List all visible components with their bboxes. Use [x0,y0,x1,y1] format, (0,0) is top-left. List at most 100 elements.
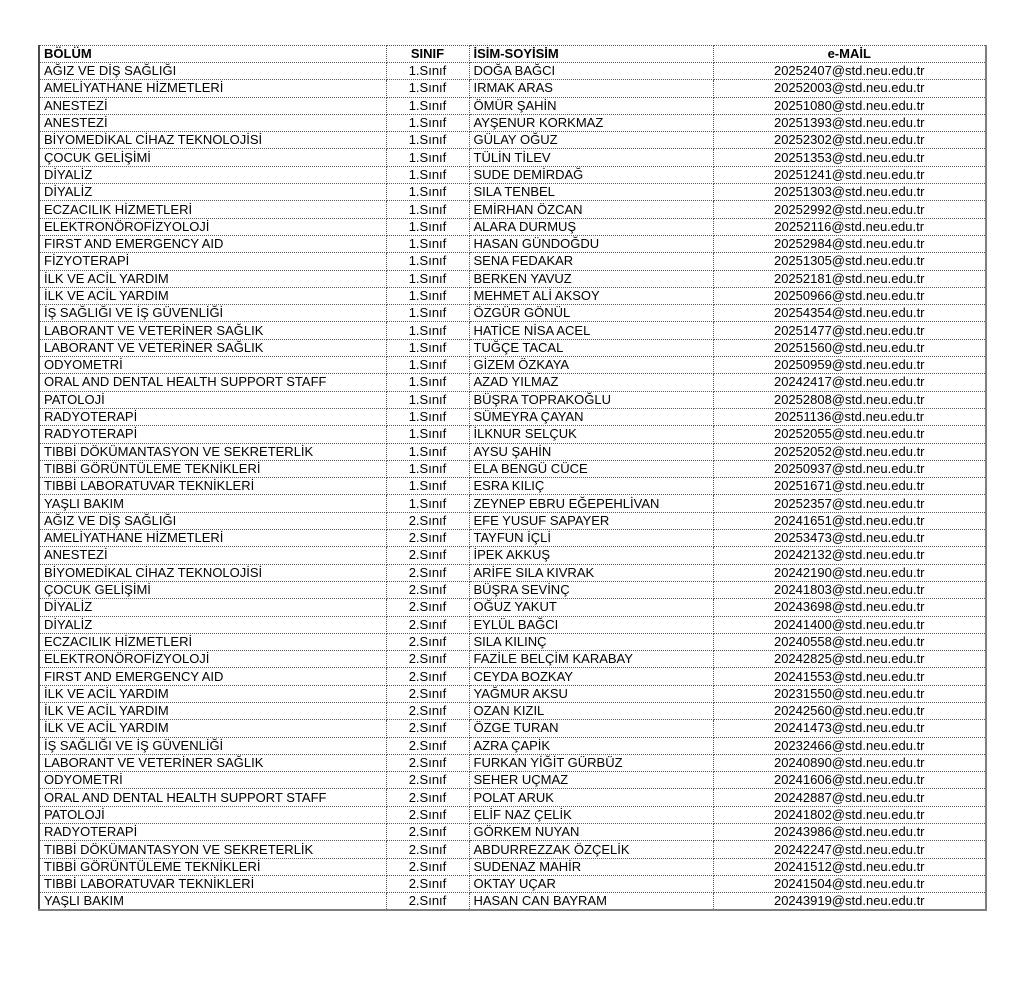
cell-email: 20251393@std.neu.edu.tr [712,113,987,133]
cell-email: 20241803@std.neu.edu.tr [712,580,987,600]
cell-email: 20243986@std.neu.edu.tr [712,823,987,842]
cell-sinif: 2.Sınıf [385,563,470,582]
table-row: DİYALİZ 2.Sınıf EYLÜL BAĞCI 20241400@std.ne… [38,615,987,634]
cell-isim: YAĞMUR AKSU [468,684,714,703]
cell-sinif: 1.Sınıf [385,165,470,185]
cell-sinif: 1.Sınıf [385,477,470,496]
table-row: İLK VE ACİL YARDIM 1.Sınıf MEHMET ALİ AKSO… [38,286,987,306]
cell-isim: SENA FEDAKAR [468,252,714,271]
cell-bolum: İLK VE ACİL YARDIM [38,719,387,738]
cell-bolum: ORAL AND DENTAL HEALTH SUPPORT STAFF [38,373,387,392]
cell-sinif: 2.Sınıf [385,529,470,548]
cell-isim: EYLÜL BAĞCI [468,615,714,634]
table-row: FİZYOTERAPİ 1.Sınıf SENA FEDAKAR 20251305@s… [38,252,987,271]
cell-isim: ÖMÜR ŞAHİN [468,96,714,115]
cell-sinif: 2.Sınıf [385,753,470,773]
cell-email: 20251671@std.neu.edu.tr [712,477,987,496]
cell-isim: IRMAK ARAS [468,79,714,98]
cell-bolum: ECZACILIK HİZMETLERİ [38,200,387,219]
cell-sinif: 1.Sınıf [385,356,470,375]
cell-sinif: 1.Sınıf [385,113,470,133]
cell-isim: OĞUZ YAKUT [468,598,714,617]
table-row: AMELİYATHANE HİZMETLERİ 2.Sınıf TAYFUN İÇL… [38,529,987,548]
cell-isim: HASAN GÜNDOĞDU [468,234,714,254]
table-row: TIBBİ DÖKÜMANTASYON VE SEKRETERLİK 2.Sını… [38,840,987,859]
cell-sinif: 2.Sınıf [385,823,470,842]
cell-isim: SÜMEYRA ÇAYAN [468,407,714,427]
cell-bolum: RADYOTERAPİ [38,823,387,842]
table-row: LABORANT VE VETERİNER SAĞLIK 1.Sınıf HATİC… [38,321,987,340]
cell-email: 20252992@std.neu.edu.tr [712,200,987,219]
cell-bolum: ORAL AND DENTAL HEALTH SUPPORT STAFF [38,788,387,807]
cell-bolum: TIBBİ LABORATUVAR TEKNİKLERİ [38,477,387,496]
cell-email: 20251136@std.neu.edu.tr [712,407,987,427]
table-row: YAŞLI BAKIM 2.Sınıf HASAN CAN BAYRAM 202439… [38,892,987,911]
cell-email: 20252055@std.neu.edu.tr [712,425,987,444]
table-row: İLK VE ACİL YARDIM 2.Sınıf ÖZGE TURAN 20241… [38,719,987,738]
cell-bolum: TIBBİ DÖKÜMANTASYON VE SEKRETERLİK [38,840,387,859]
cell-bolum: ELEKTRONÖROFİZYOLOJİ [38,650,387,669]
cell-sinif: 1.Sınıf [385,304,470,323]
cell-email: 20242417@std.neu.edu.tr [712,373,987,392]
cell-sinif: 2.Sınıf [385,892,470,911]
cell-bolum: LABORANT VE VETERİNER SAĞLIK [38,753,387,773]
cell-email: 20240558@std.neu.edu.tr [712,632,987,652]
cell-bolum: ANESTEZİ [38,546,387,565]
header-row: BÖLÜM SINIF İSİM-SOYİSİM e-MAİL [38,45,987,63]
cell-isim: ÖZGÜR GÖNÜL [468,304,714,323]
cell-isim: BERKEN YAVUZ [468,269,714,288]
cell-email: 20252052@std.neu.edu.tr [712,442,987,461]
cell-bolum: DİYALİZ [38,598,387,617]
table-row: İŞ SAĞLIĞI VE İŞ GÜVENLİĞİ 2.Sınıf AZRA ÇA… [38,736,987,755]
cell-email: 20242887@std.neu.edu.tr [712,788,987,807]
cell-sinif: 2.Sınıf [385,511,470,531]
cell-email: 20241512@std.neu.edu.tr [712,857,987,876]
table-row: İLK VE ACİL YARDIM 2.Sınıf OZAN KIZIL 20242… [38,701,987,721]
cell-email: 20241553@std.neu.edu.tr [712,667,987,686]
cell-email: 20242560@std.neu.edu.tr [712,701,987,721]
cell-bolum: TIBBİ GÖRÜNTÜLEME TEKNİKLERİ [38,459,387,479]
cell-bolum: İLK VE ACİL YARDIM [38,269,387,288]
cell-bolum: FİZYOTERAPİ [38,252,387,271]
cell-bolum: İLK VE ACİL YARDIM [38,701,387,721]
table-row: ODYOMETRİ 2.Sınıf SEHER UÇMAZ 20241606@std.… [38,771,987,790]
table-row: AMELİYATHANE HİZMETLERİ 1.Sınıf IRMAK ARAS… [38,79,987,98]
cell-isim: SUDE DEMİRDAĞ [468,165,714,185]
cell-sinif: 1.Sınıf [385,217,470,236]
cell-email: 20252302@std.neu.edu.tr [712,131,987,150]
cell-email: 20251477@std.neu.edu.tr [712,321,987,340]
cell-email: 20252116@std.neu.edu.tr [712,217,987,236]
cell-sinif: 1.Sınıf [385,200,470,219]
cell-bolum: TIBBİ GÖRÜNTÜLEME TEKNİKLERİ [38,857,387,876]
cell-email: 20241504@std.neu.edu.tr [712,874,987,894]
cell-bolum: LABORANT VE VETERİNER SAĞLIK [38,321,387,340]
cell-isim: BÜŞRA TOPRAKOĞLU [468,390,714,409]
cell-isim: GİZEM ÖZKAYA [468,356,714,375]
cell-email: 20252984@std.neu.edu.tr [712,234,987,254]
cell-bolum: RADYOTERAPİ [38,407,387,427]
table-row: BİYOMEDİKAL CİHAZ TEKNOLOJİSİ 1.Sınıf GÜLA… [38,131,987,150]
cell-isim: ELİF NAZ ÇELİK [468,805,714,825]
table-row: RADYOTERAPİ 1.Sınıf SÜMEYRA ÇAYAN 20251136@… [38,407,987,427]
table-row: DİYALİZ 1.Sınıf SILA TENBEL 20251303@std.ne… [38,183,987,202]
cell-isim: DOĞA BAĞCI [468,61,714,81]
cell-bolum: DİYALİZ [38,165,387,185]
cell-email: 20242247@std.neu.edu.tr [712,840,987,859]
table-row: ÇOCUK GELİŞİMİ 1.Sınıf TÜLİN TİLEV 20251353… [38,148,987,167]
cell-sinif: 2.Sınıf [385,874,470,894]
table-row: RADYOTERAPİ 1.Sınıf İLKNUR SELÇUK 20252055@… [38,425,987,444]
cell-email: 20251241@std.neu.edu.tr [712,165,987,185]
cell-bolum: İLK VE ACİL YARDIM [38,684,387,703]
cell-sinif: 2.Sınıf [385,701,470,721]
cell-isim: EFE YUSUF SAPAYER [468,511,714,531]
cell-email: 20243919@std.neu.edu.tr [712,892,987,911]
cell-isim: GÖRKEM NUYAN [468,823,714,842]
cell-email: 20241802@std.neu.edu.tr [712,805,987,825]
cell-sinif: 2.Sınıf [385,736,470,755]
cell-sinif: 1.Sınıf [385,79,470,98]
table-row: DİYALİZ 1.Sınıf SUDE DEMİRDAĞ 20251241@std.… [38,165,987,185]
cell-email: 20251303@std.neu.edu.tr [712,183,987,202]
cell-sinif: 2.Sınıf [385,805,470,825]
cell-bolum: ANESTEZİ [38,113,387,133]
cell-sinif: 1.Sınıf [385,269,470,288]
